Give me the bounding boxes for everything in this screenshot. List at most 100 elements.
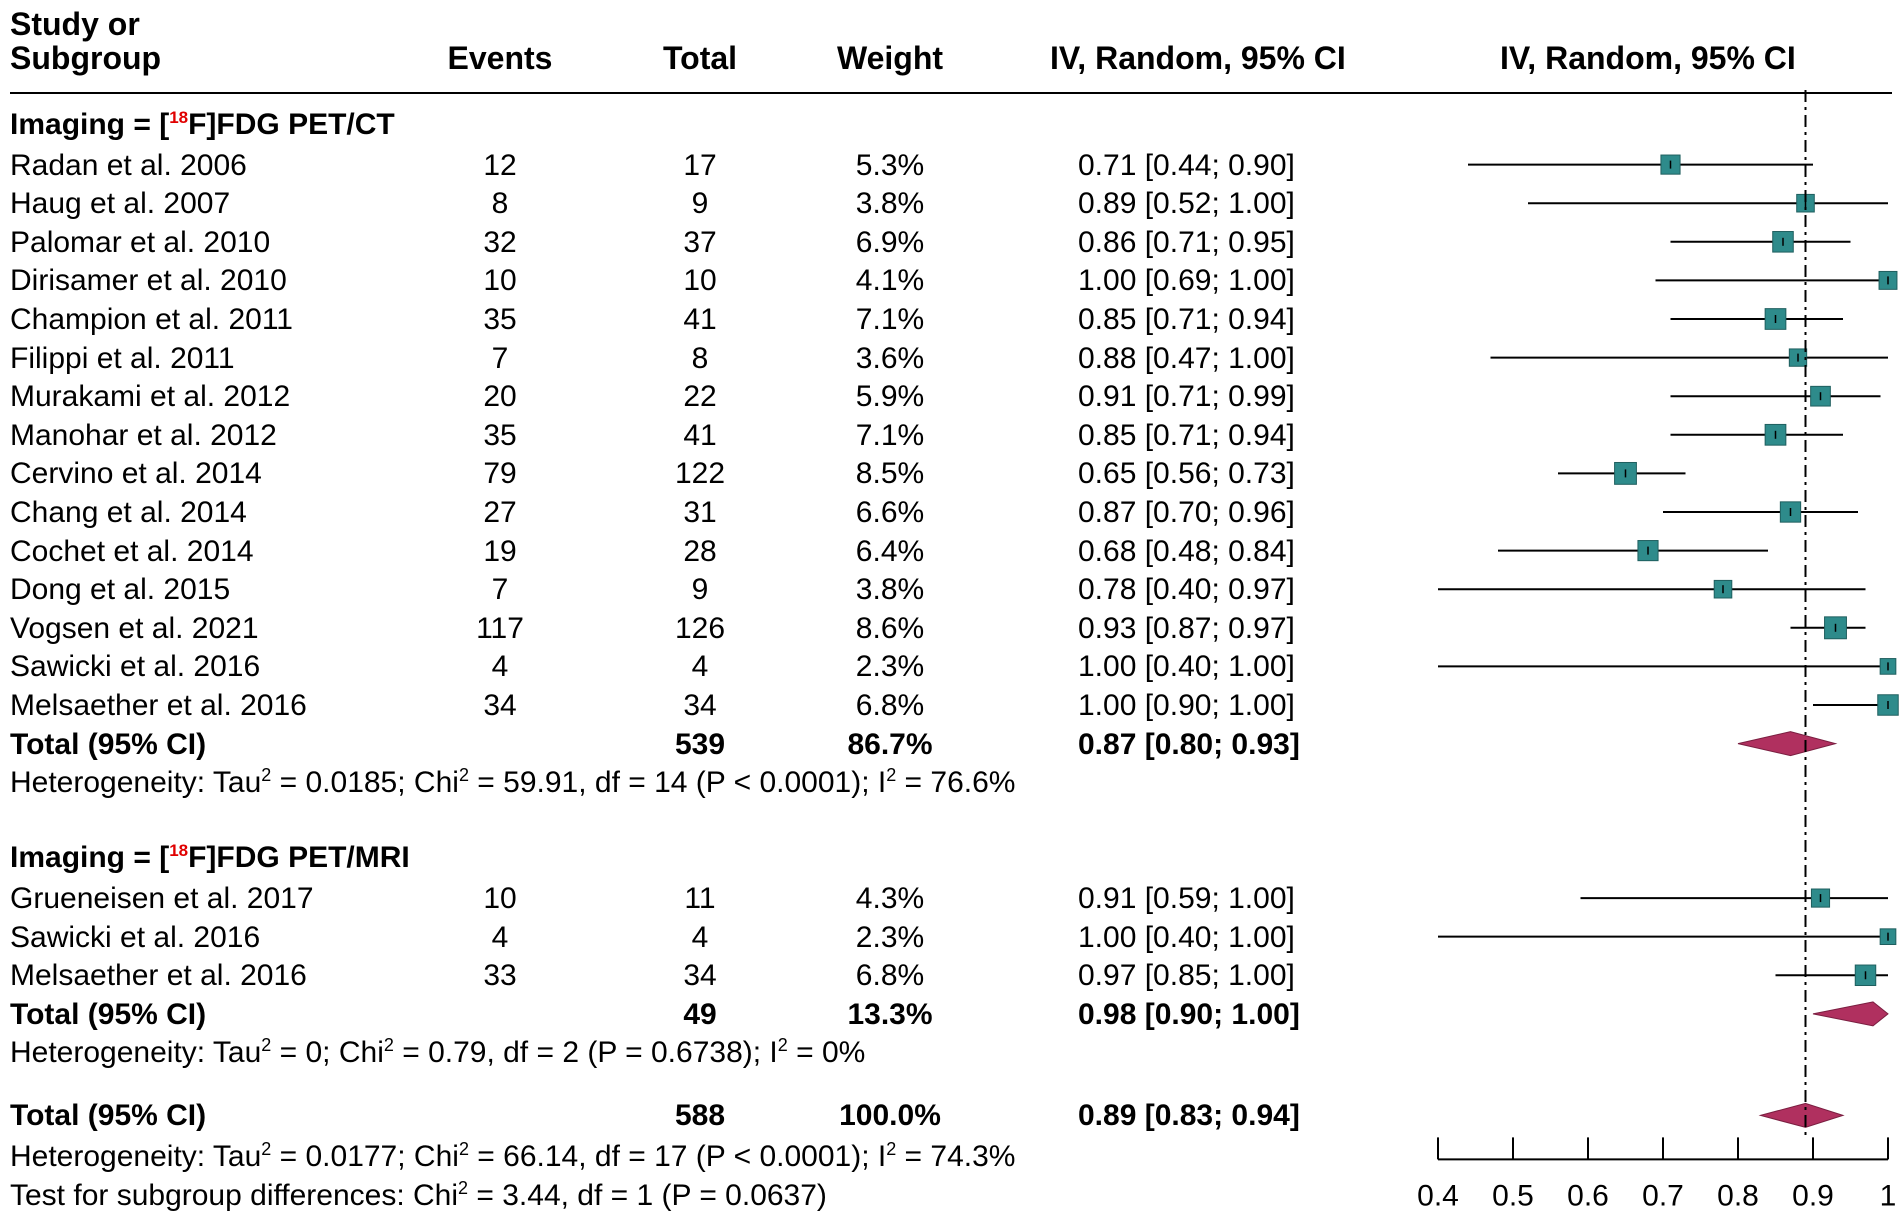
study-weight: 6.6% — [855, 496, 925, 529]
superscript: 2 — [261, 1138, 272, 1159]
study-events: 34 — [483, 689, 517, 722]
text-segment: Heterogeneity: Tau — [10, 1036, 262, 1070]
subgroup-label-prefix: Imaging = [ — [10, 108, 170, 141]
subgroup-total-weight: 13.3% — [847, 997, 933, 1031]
text-segment: = 3.44, df = 1 (P = 0.0637) — [468, 1178, 827, 1212]
study-ci: 0.97 [0.85; 1.00] — [1078, 959, 1295, 993]
study-ci: 0.71 [0.44; 0.90] — [1078, 148, 1295, 182]
study-name: Sawicki et al. 2016 — [10, 920, 261, 954]
study-weight: 8.6% — [855, 611, 925, 645]
study-name: Cochet et al. 2014 — [10, 534, 254, 568]
text-segment: Test for subgroup differences: Chi — [10, 1178, 459, 1212]
x-tick-label: 0.7 — [1642, 1179, 1684, 1212]
overall-total-ci: 0.89 [0.83; 0.94] — [1078, 1099, 1300, 1133]
subgroup-total-label: Total (95% CI) — [10, 997, 207, 1031]
study-name: Filippi et al. 2011 — [10, 341, 235, 375]
study-weight: 4.3% — [855, 882, 925, 916]
study-name: Melsaether et al. 2016 — [10, 689, 307, 722]
study-name: Manohar et al. 2012 — [10, 418, 277, 452]
study-total: 9 — [691, 573, 709, 607]
text-segment: = 66.14, df = 17 (P < 0.0001); I — [468, 1139, 887, 1173]
x-tick-label: 0.8 — [1717, 1179, 1759, 1212]
study-total: 4 — [691, 920, 709, 954]
study-total: 9 — [691, 187, 709, 221]
header-plot: IV, Random, 95% CI — [1500, 40, 1796, 76]
text-segment: = 0% — [787, 1036, 866, 1070]
overall-total-label: Total (95% CI) — [10, 1099, 207, 1133]
study-events: 20 — [483, 380, 517, 414]
text-segment: = 0.79, df = 2 (P = 0.6738); I — [393, 1036, 778, 1070]
overall-total-count: 588 — [674, 1099, 726, 1133]
study-weight: 3.8% — [855, 187, 925, 221]
text-segment: = 0; Chi — [271, 1036, 384, 1070]
overall-heterogeneity-line: Heterogeneity: Tau2 = 0.0177; Chi2 = 66.… — [10, 1138, 1016, 1173]
subgroup-diamond — [1812, 1001, 1889, 1027]
study-weight: 8.5% — [855, 457, 925, 491]
study-weight: 7.1% — [855, 418, 925, 452]
study-total: 22 — [683, 380, 717, 414]
study-ci: 0.91 [0.59; 1.00] — [1078, 882, 1295, 916]
text-segment: Heterogeneity: Tau — [10, 1139, 262, 1173]
subgroup-label: Imaging = [18F]FDG PET/CT — [10, 108, 395, 141]
study-weight: 4.1% — [855, 264, 925, 298]
subgroup-test-line: Test for subgroup differences: Chi2 = 3.… — [10, 1177, 827, 1212]
study-total: 126 — [674, 611, 726, 645]
study-events: 117 — [476, 611, 524, 645]
text-segment: = 74.3% — [896, 1139, 1016, 1173]
study-events: 7 — [491, 341, 509, 375]
study-name: Murakami et al. 2012 — [10, 380, 291, 414]
study-weight: 3.6% — [855, 341, 925, 375]
header-ci: IV, Random, 95% CI — [1050, 40, 1346, 76]
study-total: 31 — [683, 496, 717, 529]
superscript: 2 — [886, 765, 897, 786]
isotope-superscript: 18 — [169, 841, 189, 861]
study-events: 10 — [483, 882, 517, 916]
study-total: 34 — [683, 959, 717, 993]
superscript: 2 — [458, 1177, 469, 1198]
study-name: Palomar et al. 2010 — [10, 225, 271, 259]
study-name: Haug et al. 2007 — [10, 187, 231, 221]
text-segment: = 0.0185; Chi — [271, 766, 459, 800]
subgroup-total-label: Total (95% CI) — [10, 727, 207, 761]
study-events: 8 — [491, 187, 509, 221]
subgroup-label: Imaging = [18F]FDG PET/MRI — [10, 841, 410, 875]
superscript: 2 — [261, 1035, 272, 1056]
study-events: 35 — [483, 418, 517, 452]
study-weight: 6.8% — [855, 959, 925, 993]
study-weight: 5.9% — [855, 380, 925, 414]
study-name: Cervino et al. 2014 — [10, 457, 262, 491]
study-ci: 1.00 [0.40; 1.00] — [1078, 650, 1295, 684]
subgroup-total-ci: 0.87 [0.80; 0.93] — [1078, 727, 1300, 761]
study-name: Grueneisen et al. 2017 — [10, 882, 314, 916]
study-total: 41 — [683, 418, 717, 452]
study-events: 79 — [483, 457, 517, 491]
study-events: 7 — [491, 573, 509, 607]
subgroup-total-count: 49 — [683, 997, 717, 1031]
heterogeneity-line: Heterogeneity: Tau2 = 0; Chi2 = 0.79, df… — [10, 1035, 866, 1070]
superscript: 2 — [261, 765, 272, 786]
study-ci: 0.85 [0.71; 0.94] — [1078, 418, 1295, 452]
study-ci: 0.91 [0.71; 0.99] — [1078, 380, 1295, 414]
study-name: Vogsen et al. 2021 — [10, 611, 259, 645]
text-segment: = 59.91, df = 14 (P < 0.0001); I — [468, 766, 887, 800]
overall-total-weight: 100.0% — [839, 1099, 941, 1133]
study-total: 10 — [683, 264, 717, 298]
header-study-line2: Subgroup — [10, 40, 162, 76]
study-ci: 1.00 [0.90; 1.00] — [1078, 689, 1295, 722]
study-name: Dong et al. 2015 — [10, 573, 231, 607]
superscript: 2 — [458, 1138, 469, 1159]
header-events: Events — [447, 40, 553, 76]
study-name: Chang et al. 2014 — [10, 496, 247, 529]
study-events: 10 — [483, 264, 517, 298]
study-total: 122 — [674, 457, 726, 491]
study-events: 4 — [491, 650, 509, 684]
study-total: 17 — [683, 148, 717, 182]
study-ci: 0.85 [0.71; 0.94] — [1078, 303, 1295, 336]
header-weight: Weight — [836, 40, 944, 76]
subgroup-total-ci: 0.98 [0.90; 1.00] — [1078, 997, 1300, 1031]
text-segment: Heterogeneity: Tau — [10, 766, 262, 800]
study-ci: 1.00 [0.69; 1.00] — [1078, 264, 1295, 298]
study-events: 35 — [483, 303, 517, 336]
subgroup-label-suffix: F]FDG PET/MRI — [188, 841, 410, 875]
text-segment: = 76.6% — [896, 766, 1016, 800]
